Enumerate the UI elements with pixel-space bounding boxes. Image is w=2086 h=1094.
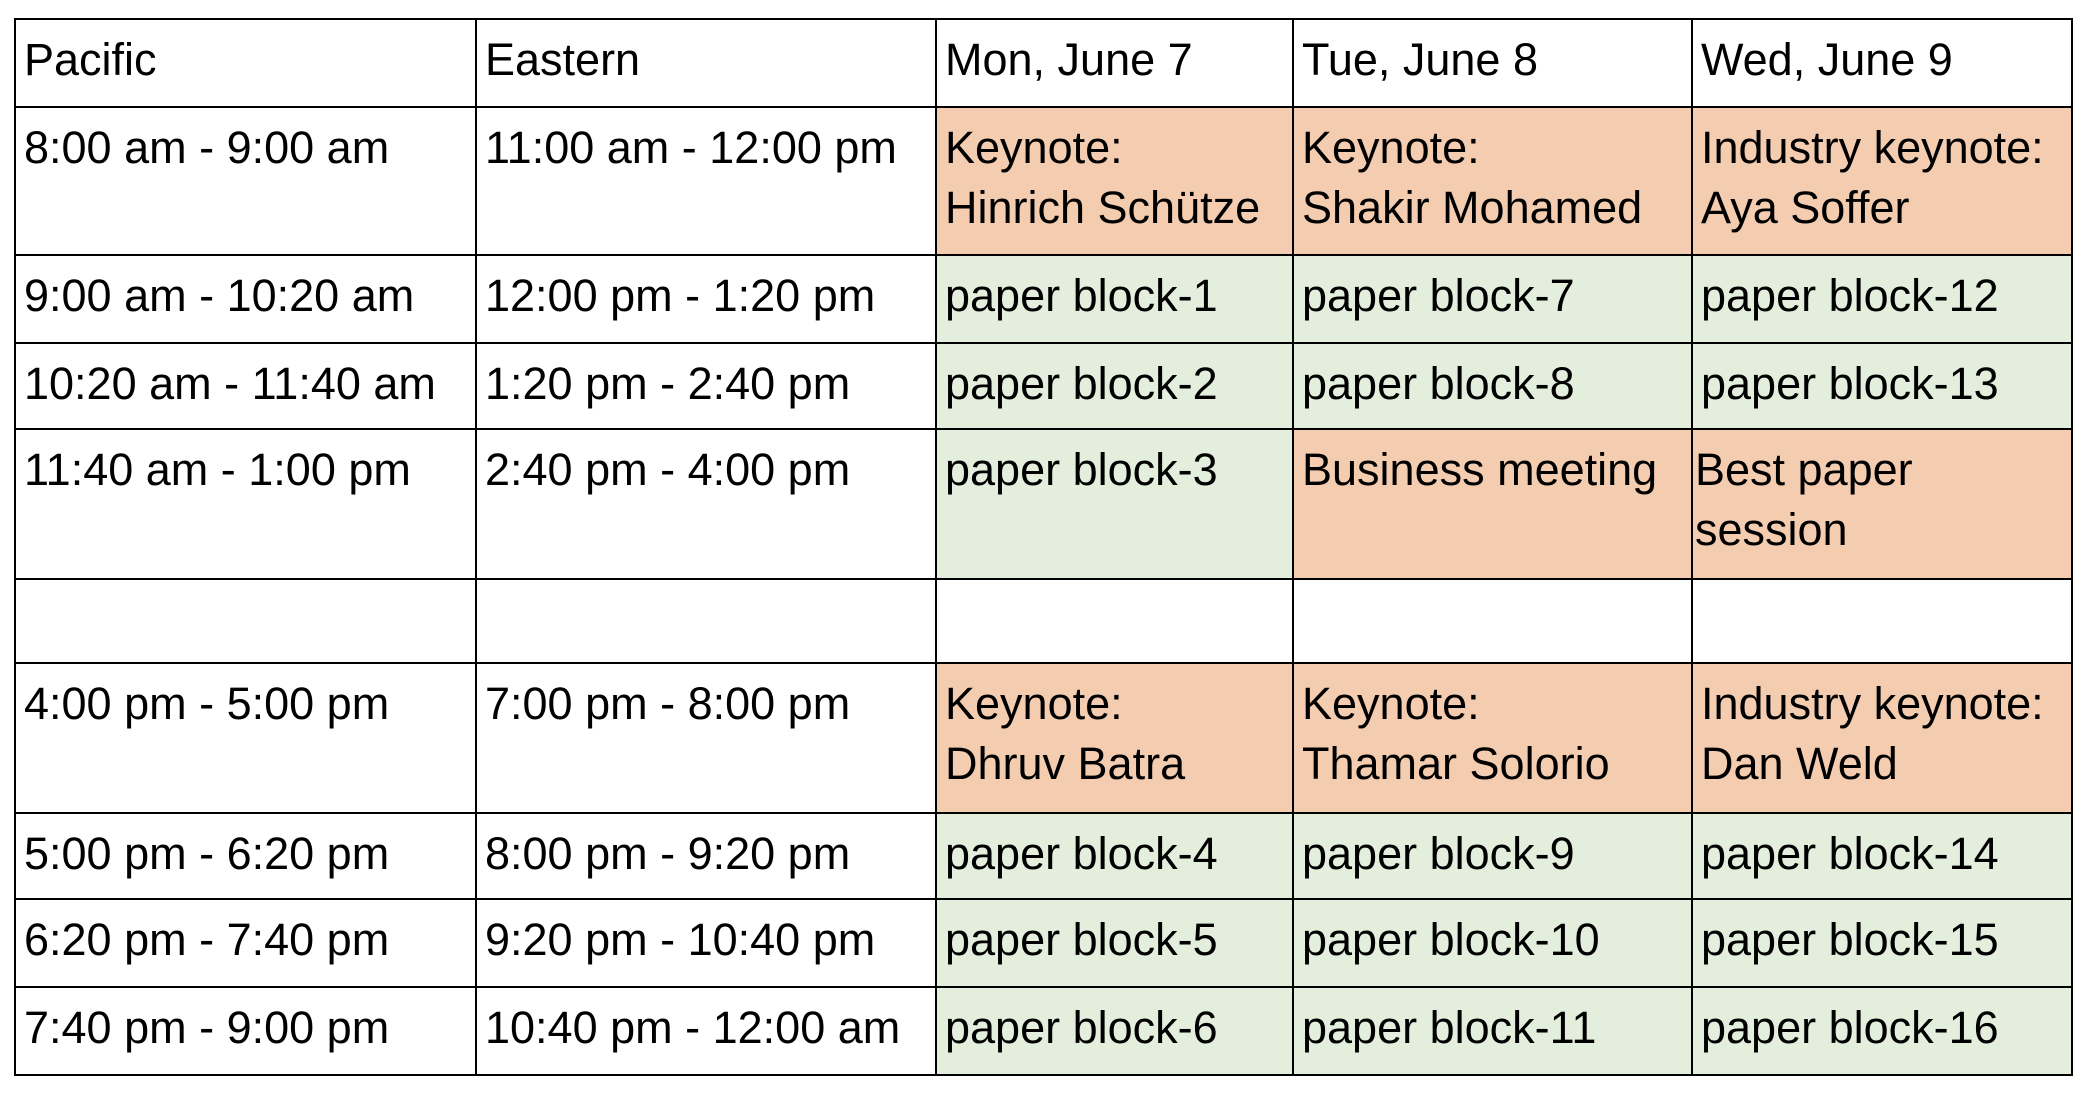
keynote-cell: Keynote: Dhruv Batra <box>935 662 1294 814</box>
empty-cell <box>475 578 937 664</box>
eastern-time: 2:40 pm - 4:00 pm <box>475 428 937 580</box>
schedule-row: 9:00 am - 10:20 am 12:00 pm - 1:20 pm pa… <box>14 254 2073 344</box>
session-type: Keynote: <box>945 122 1123 173</box>
session-type: Industry keynote: <box>1701 678 2044 729</box>
pacific-time: 5:00 pm - 6:20 pm <box>14 812 477 900</box>
session-type: Keynote: <box>1302 678 1480 729</box>
speaker-name: Shakir Mohamed <box>1302 182 1643 233</box>
industry-keynote-cell: Industry keynote: Dan Weld <box>1691 662 2073 814</box>
speaker-name: Thamar Solorio <box>1302 738 1610 789</box>
pacific-time: 4:00 pm - 5:00 pm <box>14 662 477 814</box>
header-eastern: Eastern <box>475 18 937 108</box>
empty-cell <box>14 578 477 664</box>
paper-block-cell: paper block-7 <box>1292 254 1693 344</box>
eastern-time: 1:20 pm - 2:40 pm <box>475 342 937 430</box>
keynote-cell: Keynote: Shakir Mohamed <box>1292 106 1693 256</box>
paper-block-cell: paper block-1 <box>935 254 1294 344</box>
session-line: session <box>1695 504 1848 555</box>
pacific-time: 6:20 pm - 7:40 pm <box>14 898 477 988</box>
paper-block-cell: paper block-8 <box>1292 342 1693 430</box>
speaker-name: Aya Soffer <box>1701 182 1910 233</box>
session-type: Keynote: <box>1302 122 1480 173</box>
best-paper-session-cell: Best paper session <box>1691 428 2073 580</box>
pacific-time: 7:40 pm - 9:00 pm <box>14 986 477 1076</box>
speaker-name: Hinrich Schütze <box>945 182 1261 233</box>
pacific-time: 10:20 am - 11:40 am <box>14 342 477 430</box>
paper-block-cell: paper block-5 <box>935 898 1294 988</box>
header-mon: Mon, June 7 <box>935 18 1294 108</box>
pacific-time: 11:40 am - 1:00 pm <box>14 428 477 580</box>
paper-block-cell: paper block-10 <box>1292 898 1693 988</box>
break-row <box>14 578 2073 664</box>
empty-cell <box>1691 578 2073 664</box>
header-row: Pacific Eastern Mon, June 7 Tue, June 8 … <box>14 18 2073 108</box>
empty-cell <box>935 578 1294 664</box>
session-line: Best paper <box>1695 444 1913 495</box>
schedule-row: 11:40 am - 1:00 pm 2:40 pm - 4:00 pm pap… <box>14 428 2073 580</box>
session-type: Industry keynote: <box>1701 122 2044 173</box>
paper-block-cell: paper block-11 <box>1292 986 1693 1076</box>
eastern-time: 11:00 am - 12:00 pm <box>475 106 937 256</box>
paper-block-cell: paper block-16 <box>1691 986 2073 1076</box>
pacific-time: 9:00 am - 10:20 am <box>14 254 477 344</box>
eastern-time: 10:40 pm - 12:00 am <box>475 986 937 1076</box>
eastern-time: 12:00 pm - 1:20 pm <box>475 254 937 344</box>
eastern-time: 8:00 pm - 9:20 pm <box>475 812 937 900</box>
industry-keynote-cell: Industry keynote: Aya Soffer <box>1691 106 2073 256</box>
header-pacific: Pacific <box>14 18 477 108</box>
schedule-row: 8:00 am - 9:00 am 11:00 am - 12:00 pm Ke… <box>14 106 2073 256</box>
empty-cell <box>1292 578 1693 664</box>
header-wed: Wed, June 9 <box>1691 18 2073 108</box>
keynote-cell: Keynote: Hinrich Schütze <box>935 106 1294 256</box>
paper-block-cell: paper block-9 <box>1292 812 1693 900</box>
paper-block-cell: paper block-4 <box>935 812 1294 900</box>
session-type: Keynote: <box>945 678 1123 729</box>
business-meeting-cell: Business meeting <box>1292 428 1693 580</box>
schedule-row: 7:40 pm - 9:00 pm 10:40 pm - 12:00 am pa… <box>14 986 2073 1076</box>
paper-block-cell: paper block-14 <box>1691 812 2073 900</box>
schedule-table: Pacific Eastern Mon, June 7 Tue, June 8 … <box>14 18 2073 1076</box>
paper-block-cell: paper block-3 <box>935 428 1294 580</box>
pacific-time: 8:00 am - 9:00 am <box>14 106 477 256</box>
schedule-row: 4:00 pm - 5:00 pm 7:00 pm - 8:00 pm Keyn… <box>14 662 2073 814</box>
paper-block-cell: paper block-2 <box>935 342 1294 430</box>
header-tue: Tue, June 8 <box>1292 18 1693 108</box>
paper-block-cell: paper block-13 <box>1691 342 2073 430</box>
eastern-time: 9:20 pm - 10:40 pm <box>475 898 937 988</box>
schedule-row: 10:20 am - 11:40 am 1:20 pm - 2:40 pm pa… <box>14 342 2073 430</box>
schedule-row: 6:20 pm - 7:40 pm 9:20 pm - 10:40 pm pap… <box>14 898 2073 988</box>
paper-block-cell: paper block-12 <box>1691 254 2073 344</box>
keynote-cell: Keynote: Thamar Solorio <box>1292 662 1693 814</box>
speaker-name: Dhruv Batra <box>945 738 1186 789</box>
speaker-name: Dan Weld <box>1701 738 1898 789</box>
paper-block-cell: paper block-6 <box>935 986 1294 1076</box>
schedule-row: 5:00 pm - 6:20 pm 8:00 pm - 9:20 pm pape… <box>14 812 2073 900</box>
paper-block-cell: paper block-15 <box>1691 898 2073 988</box>
eastern-time: 7:00 pm - 8:00 pm <box>475 662 937 814</box>
